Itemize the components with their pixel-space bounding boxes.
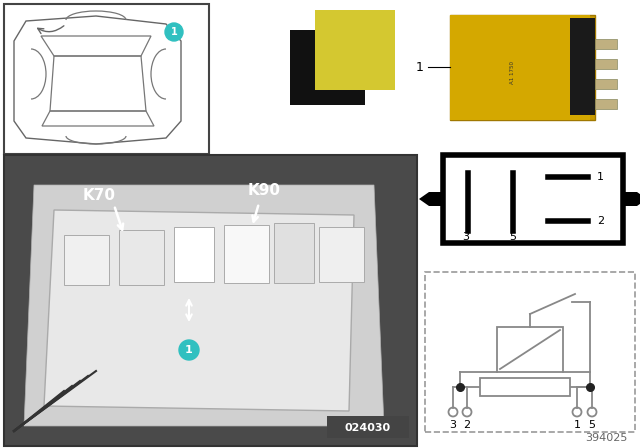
FancyArrow shape [419, 192, 443, 206]
Bar [425, 272, 635, 432]
FancyBboxPatch shape [455, 22, 590, 112]
Bar [595, 79, 617, 89]
Text: 2: 2 [597, 216, 604, 226]
Text: 3: 3 [449, 420, 456, 430]
Polygon shape [44, 210, 354, 411]
Bar [4, 4, 209, 154]
Bar [595, 99, 617, 109]
Text: A1 1750: A1 1750 [509, 60, 515, 83]
Text: 1: 1 [573, 420, 580, 430]
Bar [327, 416, 409, 438]
Text: 3: 3 [463, 232, 470, 242]
FancyArrow shape [623, 192, 640, 206]
Polygon shape [24, 185, 384, 426]
Text: K70: K70 [83, 188, 115, 202]
Circle shape [165, 23, 183, 41]
Bar [119, 230, 164, 285]
FancyBboxPatch shape [450, 15, 595, 120]
Text: 1: 1 [171, 27, 177, 37]
Text: 394025: 394025 [586, 433, 628, 443]
Text: 5: 5 [589, 420, 595, 430]
Bar [497, 327, 563, 372]
Circle shape [179, 340, 199, 360]
Text: 1: 1 [597, 172, 604, 182]
Bar [64, 235, 109, 285]
Bar [224, 225, 269, 283]
Bar [274, 223, 314, 283]
Bar [315, 10, 395, 90]
Text: 024030: 024030 [345, 423, 391, 433]
Bar [450, 15, 590, 120]
Bar [480, 378, 570, 396]
Bar [319, 227, 364, 282]
Bar [443, 155, 623, 243]
Text: 2: 2 [463, 420, 470, 430]
Bar [570, 18, 595, 115]
Text: 1: 1 [185, 345, 193, 355]
Bar [290, 30, 365, 105]
Bar [4, 155, 417, 446]
Text: K90: K90 [248, 182, 280, 198]
Text: 5: 5 [509, 232, 516, 242]
Text: 1: 1 [416, 60, 424, 73]
Bar [595, 59, 617, 69]
Bar [595, 39, 617, 49]
Bar [174, 227, 214, 282]
